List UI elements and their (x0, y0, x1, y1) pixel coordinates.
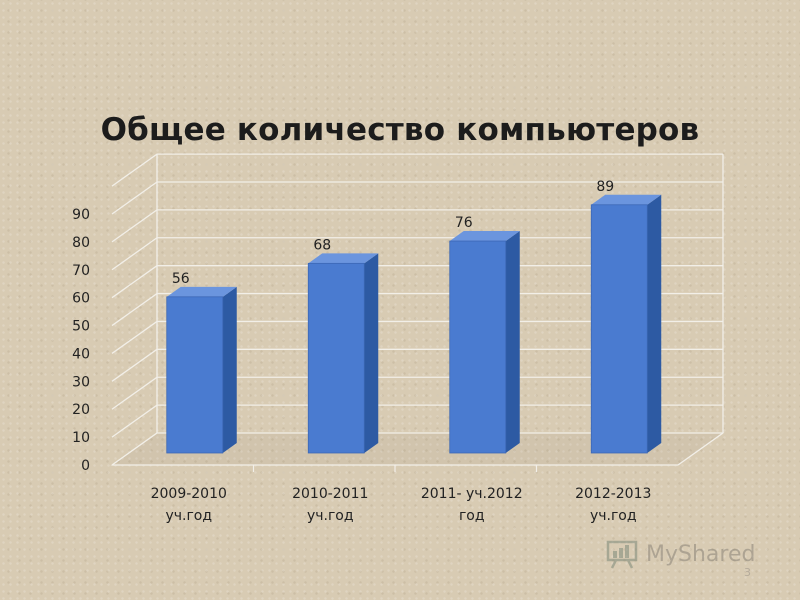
bar (590, 194, 662, 454)
data-label: 68 (313, 237, 331, 253)
y-tick-label: 90 (72, 207, 90, 223)
y-tick-label: 10 (72, 430, 90, 446)
bar (449, 231, 520, 454)
chart-title: Общее количество компьютеров (100, 112, 700, 148)
floor-edge (677, 432, 724, 466)
x-tick-label: 2012-2013 (575, 486, 651, 502)
bar (166, 286, 237, 454)
y-tick-label: 60 (72, 291, 90, 307)
y-tick-label: 40 (72, 346, 90, 362)
bar-top (308, 253, 379, 264)
gridline (111, 153, 723, 187)
bar-front (449, 240, 507, 454)
x-tick-label: год (459, 508, 485, 524)
x-tick-label: 2009-2010 (151, 486, 227, 502)
x-tick-label: уч.год (165, 508, 212, 524)
watermark: MyShared (606, 538, 755, 570)
y-tick-label: 30 (72, 374, 90, 390)
data-label: 89 (596, 179, 614, 195)
bar-top (591, 194, 662, 205)
watermark-text: MyShared (646, 541, 756, 567)
x-tick-label: 2010-2011 (292, 486, 368, 502)
bar-side (505, 231, 520, 453)
bar-top (449, 231, 520, 242)
slide-number: 3 (744, 566, 751, 579)
bar (307, 253, 379, 454)
bar-side (364, 253, 379, 453)
bar-front (166, 296, 224, 454)
bar-side (222, 286, 237, 453)
x-tick-label: уч.год (307, 508, 354, 524)
data-label: 56 (172, 271, 190, 287)
y-tick-label: 0 (81, 458, 90, 474)
bar-top (166, 286, 237, 297)
bar-front (307, 262, 365, 454)
y-tick-label: 70 (72, 263, 90, 279)
bar-front (590, 204, 648, 454)
presentation-board-icon (606, 540, 638, 569)
bar-side (647, 194, 662, 454)
x-tick-label: уч.год (590, 508, 637, 524)
y-tick-label: 20 (72, 402, 90, 418)
y-tick-label: 50 (72, 319, 90, 335)
data-label: 76 (455, 215, 473, 231)
x-tick-label: 2011- уч.2012 (421, 486, 523, 502)
y-tick-label: 80 (72, 235, 90, 251)
